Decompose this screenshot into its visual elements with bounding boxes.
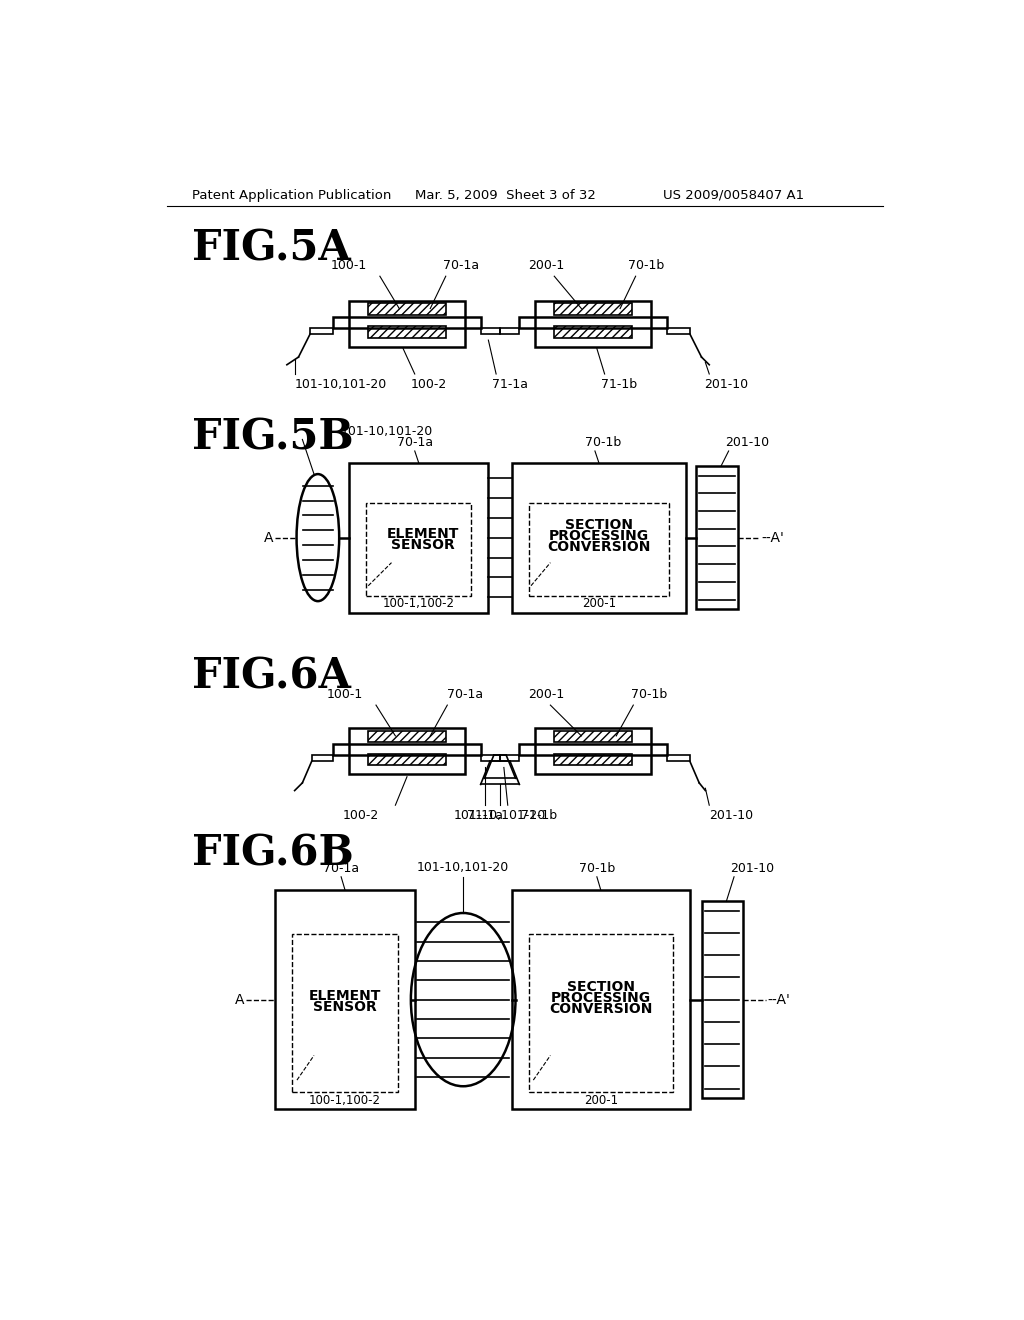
Bar	[369, 754, 445, 766]
Text: 100-1: 100-1	[327, 688, 364, 701]
Text: US 2009/0058407 A1: US 2009/0058407 A1	[663, 189, 804, 202]
Text: 200-1: 200-1	[528, 259, 564, 272]
Text: 70-1b: 70-1b	[579, 862, 615, 875]
Bar	[349, 462, 488, 612]
Bar	[554, 754, 632, 766]
Text: 200-1: 200-1	[584, 1094, 617, 1107]
Text: FIG.6B: FIG.6B	[193, 832, 354, 874]
Text: 100-2: 100-2	[411, 378, 447, 391]
Text: 71-1a: 71-1a	[493, 378, 528, 391]
Bar	[349, 729, 465, 775]
Text: SENSOR: SENSOR	[390, 539, 455, 552]
Bar	[519, 744, 667, 755]
Bar	[528, 503, 669, 595]
Text: 100-1,100-2: 100-1,100-2	[309, 1094, 381, 1107]
Bar	[512, 890, 690, 1109]
Bar	[519, 317, 667, 327]
Bar	[500, 755, 519, 762]
Bar	[334, 744, 480, 755]
Text: FIG.5B: FIG.5B	[193, 416, 354, 458]
Bar	[695, 466, 738, 609]
Bar	[554, 730, 632, 742]
Text: --A': --A'	[762, 531, 784, 545]
Text: 70-1a: 70-1a	[323, 862, 359, 875]
Bar	[369, 730, 445, 742]
Text: 100-1,100-2: 100-1,100-2	[383, 598, 455, 610]
Bar	[311, 755, 334, 762]
Text: FIG.5A: FIG.5A	[193, 227, 351, 269]
Text: A: A	[264, 531, 273, 545]
Text: PROCESSING: PROCESSING	[549, 529, 649, 543]
Text: 70-1b: 70-1b	[628, 259, 664, 272]
Text: Mar. 5, 2009  Sheet 3 of 32: Mar. 5, 2009 Sheet 3 of 32	[415, 189, 596, 202]
Text: --A': --A'	[767, 993, 791, 1007]
Bar	[500, 327, 519, 334]
Bar	[667, 755, 690, 762]
Text: 200-1: 200-1	[528, 688, 564, 701]
Bar	[349, 301, 465, 347]
Bar	[554, 304, 632, 314]
Bar	[366, 503, 471, 595]
Text: PROCESSING: PROCESSING	[551, 991, 651, 1005]
Text: CONVERSION: CONVERSION	[547, 540, 650, 554]
Text: 200-1: 200-1	[582, 598, 615, 610]
Bar	[554, 326, 632, 338]
Bar	[480, 327, 500, 334]
Text: 101-10,101-20: 101-10,101-20	[417, 862, 509, 875]
Text: 70-1a: 70-1a	[447, 688, 483, 701]
Text: CONVERSION: CONVERSION	[549, 1002, 652, 1016]
Bar	[667, 327, 690, 334]
Bar	[310, 327, 334, 334]
Bar	[512, 462, 686, 612]
Bar	[702, 902, 742, 1098]
Text: 70-1a: 70-1a	[443, 259, 479, 272]
Text: FIG.6A: FIG.6A	[193, 655, 351, 697]
Text: 201-10: 201-10	[730, 862, 774, 875]
Bar	[480, 755, 500, 762]
Text: 101-10,101-20: 101-10,101-20	[341, 425, 433, 438]
Text: 71-1a: 71-1a	[467, 809, 503, 822]
Text: 71-1b: 71-1b	[601, 378, 637, 391]
Text: 101-10,101-20: 101-10,101-20	[454, 809, 546, 822]
Bar	[369, 326, 445, 338]
Bar	[535, 301, 651, 347]
Bar	[292, 933, 397, 1093]
Text: 100-2: 100-2	[342, 809, 379, 822]
Text: ELEMENT: ELEMENT	[386, 527, 459, 541]
Text: 201-10: 201-10	[703, 378, 748, 391]
Text: SECTION: SECTION	[566, 981, 635, 994]
Text: 70-1b: 70-1b	[585, 436, 621, 449]
Text: 101-10,101-20: 101-10,101-20	[295, 378, 387, 391]
Bar	[334, 317, 480, 327]
Text: ELEMENT: ELEMENT	[309, 989, 381, 1003]
Text: SENSOR: SENSOR	[313, 1001, 377, 1014]
Bar	[275, 890, 415, 1109]
Text: 70-1a: 70-1a	[396, 436, 433, 449]
Text: A: A	[234, 993, 245, 1007]
Text: 70-1b: 70-1b	[631, 688, 667, 701]
Bar	[369, 304, 445, 314]
Text: 100-1: 100-1	[331, 259, 367, 272]
Text: 201-10: 201-10	[710, 809, 754, 822]
Text: 71-1b: 71-1b	[520, 809, 557, 822]
Text: SECTION: SECTION	[565, 519, 633, 532]
Text: 201-10: 201-10	[725, 436, 769, 449]
Bar	[535, 729, 651, 775]
Text: Patent Application Publication: Patent Application Publication	[193, 189, 392, 202]
Bar	[528, 933, 673, 1093]
